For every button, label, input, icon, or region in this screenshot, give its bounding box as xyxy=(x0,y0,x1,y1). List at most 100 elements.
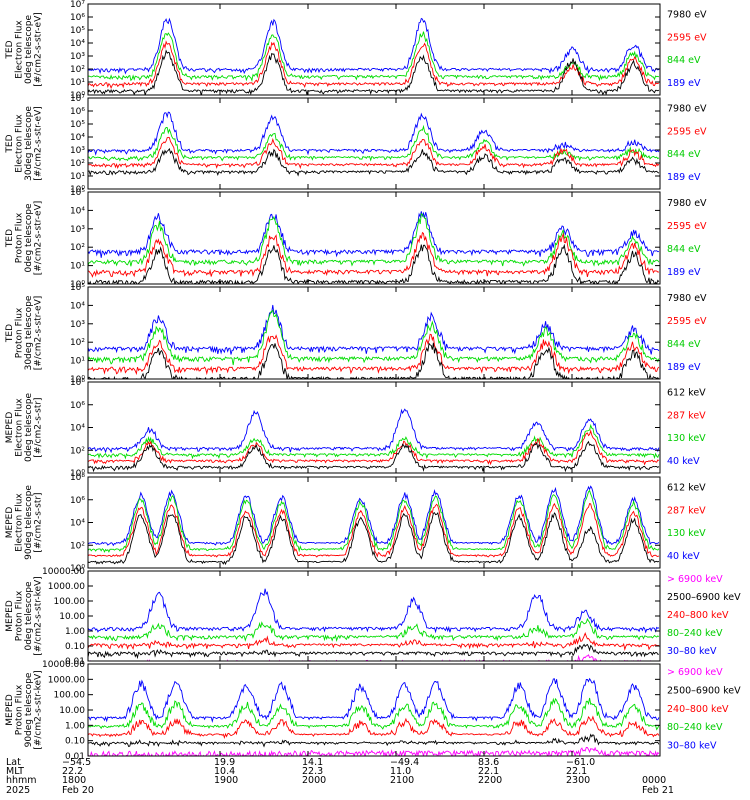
series-line-240-800-kev xyxy=(88,632,659,651)
legend-entry: 240–800 keV xyxy=(667,610,729,621)
y-tick-label: 10⁵ xyxy=(70,283,85,293)
series-line-844-ev xyxy=(88,124,660,162)
y-axis-label-line: Electron Flux xyxy=(15,398,25,457)
footer-hhmm-value: 1900 xyxy=(214,775,238,786)
y-tick-label: 10⁸ xyxy=(70,378,85,388)
y-tick-label: 10¹ xyxy=(70,78,85,88)
panel-8: 0.01 0.10 1.00 10.00 100.00 1000.00 10000.00 ME… xyxy=(5,660,741,762)
y-tick-label: 10³ xyxy=(70,225,85,235)
legend-entry: 189 eV xyxy=(667,362,701,373)
y-tick-label: 10¹ xyxy=(70,172,85,182)
series-line-7980-ev xyxy=(88,342,660,379)
legend-entry: 844 eV xyxy=(667,149,701,160)
series-line-2595-ev xyxy=(88,40,659,90)
series-line-287-kev xyxy=(88,429,660,466)
y-axis-label-line: MEPED xyxy=(5,412,15,444)
panel-3-series xyxy=(88,211,660,284)
y-tick-label: 10⁵ xyxy=(70,26,85,36)
series-line-844-ev xyxy=(88,213,660,267)
panel-3: 10⁰ 10¹ 10² 10³ 10⁴ 10⁵ TED Proton Flux 0deg tel… xyxy=(5,188,707,290)
y-tick-label: 0.10 xyxy=(65,737,85,747)
panel-2: 10⁰ 10¹ 10² 10³ 10⁴ 10⁵ 10⁶ 10⁷ TED Electron Flux… xyxy=(5,94,707,195)
series-line-7980-ev xyxy=(88,243,660,284)
legend-entry: 2595 eV xyxy=(667,32,707,43)
legend-entry: 40 keV xyxy=(667,551,700,562)
series-line-612-kev xyxy=(88,512,660,566)
y-axis-label-line: 90deg telescope xyxy=(24,672,34,747)
y-axis-label-line: MEPED xyxy=(5,507,15,539)
legend-entry: 612 keV xyxy=(667,483,706,494)
legend-entry: 130 keV xyxy=(667,433,706,444)
series-line-30-80-kev xyxy=(88,677,660,724)
legend-entry: 2595 eV xyxy=(667,126,707,137)
y-axis-label-line: [#/cm2-s-str-keV] xyxy=(34,670,44,749)
footer-date-value: Feb 20 xyxy=(62,785,94,796)
y-tick-label: 10⁰ xyxy=(70,185,85,195)
footer-lat-value: −54.5 xyxy=(62,757,91,768)
series-line-189-ev xyxy=(88,304,660,355)
y-tick-label: 10² xyxy=(70,159,85,169)
series-line-189-ev xyxy=(88,211,659,258)
legend-entry: 2595 eV xyxy=(667,316,707,327)
y-tick-label: 10000.00 xyxy=(42,567,85,577)
legend-entry: 130 keV xyxy=(667,528,706,539)
footer-lat-value: 14.1 xyxy=(302,757,323,768)
series-line-844-ev xyxy=(88,31,660,82)
panel-frame xyxy=(87,191,661,285)
series-line-287-kev xyxy=(88,502,660,558)
legend-entry: 7980 eV xyxy=(667,198,707,209)
series-line-240-800-kev xyxy=(88,715,660,739)
y-axis-label-line: TED xyxy=(5,40,15,59)
y-tick-label: 10⁴ xyxy=(70,424,85,434)
legend-entry: 7980 eV xyxy=(667,104,707,115)
y-tick-label: 0.01 xyxy=(65,657,85,667)
legend-entry: 844 eV xyxy=(667,55,701,66)
y-tick-label: 0.10 xyxy=(65,642,85,652)
legend-entry: 30–80 keV xyxy=(667,646,717,657)
series-line-189-ev xyxy=(88,111,660,156)
panel-frame xyxy=(87,476,661,569)
y-tick-label: 10⁰ xyxy=(70,91,85,101)
legend-entry: 80–240 keV xyxy=(667,722,723,733)
y-tick-label: 10⁰ xyxy=(70,469,85,479)
panel-5: 10⁰ 10² 10⁴ 10⁶ 10⁸ MEPED Electron Flux 0deg te… xyxy=(5,378,706,479)
y-axis-label-line: [#/cm2-s-str-eV] xyxy=(34,201,44,276)
y-tick-label: 10¹ xyxy=(70,262,85,272)
panel-4-series xyxy=(88,304,660,379)
series-line-7980-ev xyxy=(88,49,660,95)
legend-entry: 189 eV xyxy=(667,172,701,183)
y-tick-label: 10⁸ xyxy=(70,473,85,483)
legend-entry: 2595 eV xyxy=(667,221,707,232)
y-tick-label: 100.00 xyxy=(54,691,86,701)
footer-mlt-value: 22.1 xyxy=(478,766,499,777)
y-tick-label: 1.00 xyxy=(65,627,85,637)
footer-row-label: 2025 xyxy=(6,785,30,796)
y-tick-label: 10⁵ xyxy=(70,188,85,198)
legend-entry: 844 eV xyxy=(667,244,701,255)
footer-mlt-value: 10.4 xyxy=(214,766,235,777)
y-tick-label: 10² xyxy=(70,541,85,551)
y-tick-label: 0.01 xyxy=(65,752,85,762)
legend-entry: 80–240 keV xyxy=(667,628,723,639)
legend-entry: 287 keV xyxy=(667,410,706,421)
footer-mlt-value: 11.0 xyxy=(390,766,411,777)
legend-entry: 189 eV xyxy=(667,267,701,278)
y-tick-label: 10³ xyxy=(70,52,85,62)
y-tick-label: 10⁴ xyxy=(70,39,85,49)
y-tick-label: 10⁰ xyxy=(70,564,85,574)
y-axis-label-line: 30deg telescope xyxy=(24,106,34,181)
y-axis-label-line: Proton Flux xyxy=(15,212,25,263)
y-tick-label: 10² xyxy=(70,338,85,348)
y-tick-label: 10⁶ xyxy=(70,496,85,506)
legend-entry: 612 keV xyxy=(667,388,706,399)
y-tick-label: 10² xyxy=(70,65,85,75)
panel-2-series xyxy=(88,111,660,177)
y-axis-label-line: TED xyxy=(5,324,15,343)
series-line-80-240-kev xyxy=(88,697,660,731)
panel-7-series xyxy=(88,588,660,661)
footer-lat-value: −49.4 xyxy=(390,757,419,768)
panel-frame xyxy=(87,286,661,380)
y-tick-label: 1.00 xyxy=(65,721,85,731)
